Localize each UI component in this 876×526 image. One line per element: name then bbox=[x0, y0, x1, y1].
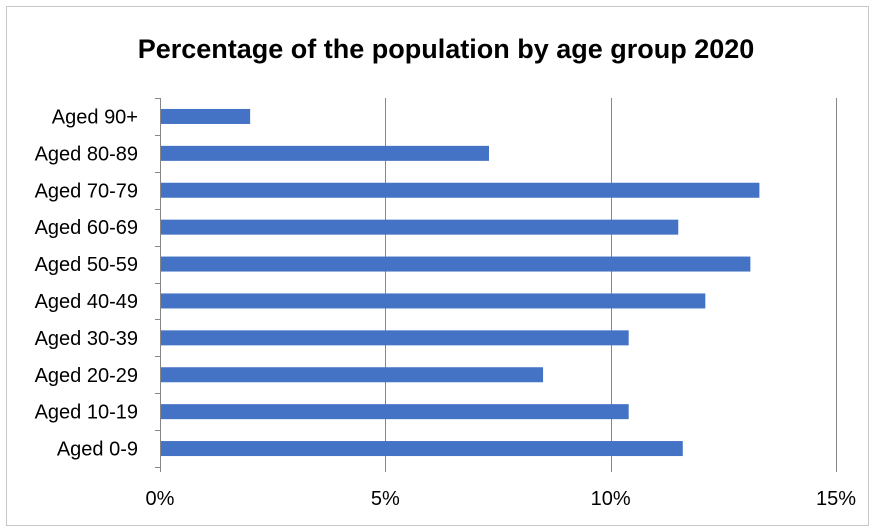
bar-6 bbox=[161, 330, 629, 346]
category-label-7: Aged 20-29 bbox=[35, 365, 138, 387]
category-label-6: Aged 30-39 bbox=[35, 328, 138, 350]
bar-5 bbox=[161, 293, 706, 309]
chart-title: Percentage of the population by age grou… bbox=[138, 34, 755, 64]
category-label-1: Aged 80-89 bbox=[35, 143, 138, 165]
bar-3 bbox=[161, 219, 679, 235]
category-label-8: Aged 10-19 bbox=[35, 402, 138, 424]
category-label-4: Aged 50-59 bbox=[35, 254, 138, 276]
bar-7 bbox=[161, 367, 544, 383]
x-tick-label-2: 10% bbox=[591, 488, 631, 510]
x-tick-label-3: 15% bbox=[816, 488, 856, 510]
category-label-2: Aged 70-79 bbox=[35, 180, 138, 202]
x-tick-label-0: 0% bbox=[146, 488, 175, 510]
bar-0 bbox=[161, 108, 251, 124]
axes bbox=[155, 98, 837, 472]
bar-9 bbox=[161, 441, 683, 457]
category-label-9: Aged 0-9 bbox=[57, 439, 138, 461]
category-label-3: Aged 60-69 bbox=[35, 217, 138, 239]
bar-1 bbox=[161, 145, 489, 161]
category-labels: Aged 90+ Aged 80-89 Aged 70-79 Aged 60-69 Ag… bbox=[35, 106, 138, 460]
category-label-5: Aged 40-49 bbox=[35, 291, 138, 313]
category-label-0: Aged 90+ bbox=[52, 106, 138, 128]
bars bbox=[161, 108, 760, 457]
tick-labels: 0% 5% 10% 15% bbox=[146, 488, 857, 510]
bar-8 bbox=[161, 404, 629, 420]
x-tick-label-1: 5% bbox=[371, 488, 400, 510]
bar-4 bbox=[161, 256, 751, 272]
bar-2 bbox=[161, 182, 760, 198]
